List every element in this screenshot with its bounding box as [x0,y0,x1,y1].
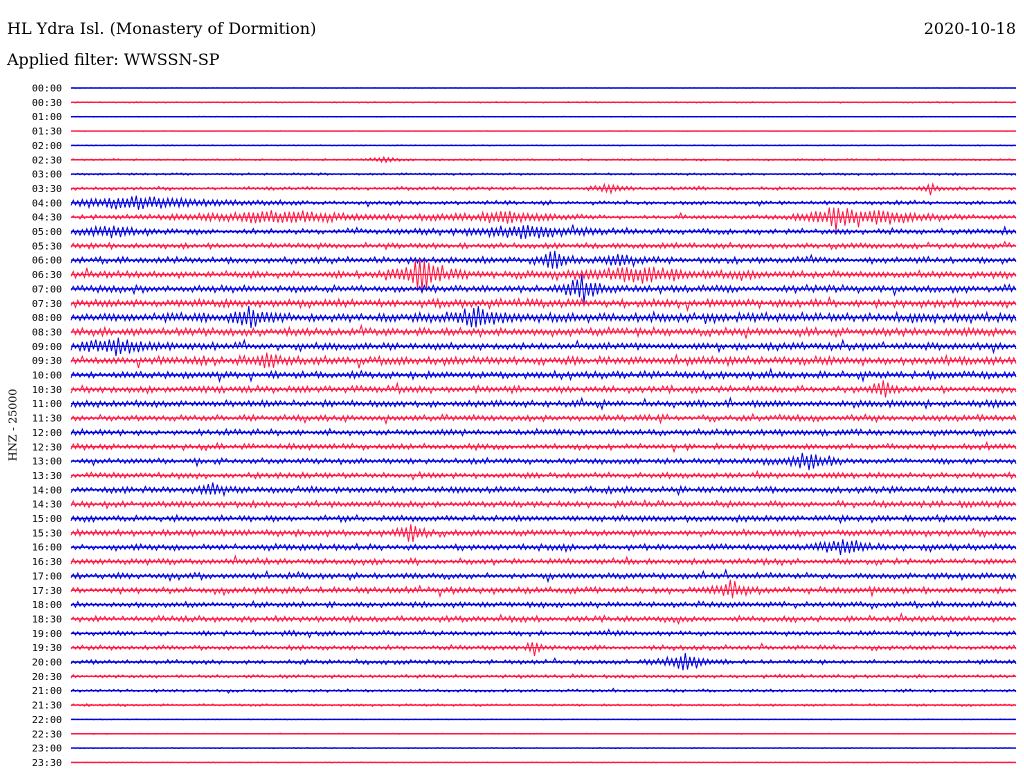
trace-line [70,554,1017,567]
trace-line [70,427,1017,438]
time-label: 11:30 [32,414,62,425]
time-label: 05:00 [32,227,62,238]
station-title: HL Ydra Isl. (Monastery of Dormition) [7,19,317,38]
time-label: 10:00 [32,371,62,382]
trace-line [70,305,1017,329]
time-label: 10:30 [32,385,62,396]
time-label: 01:30 [32,127,62,138]
trace-line [70,498,1017,510]
trace-line [70,568,1017,584]
trace-line [70,274,1017,303]
trace-line [70,440,1017,454]
time-label: 00:30 [32,98,62,109]
trace-line [70,380,1017,398]
time-label: 13:00 [32,457,62,468]
trace-line [70,641,1017,657]
trace-line [70,579,1017,599]
trace-line [70,611,1017,626]
time-label: 19:00 [32,629,62,640]
time-label: 02:00 [32,141,62,152]
time-label: 06:00 [32,256,62,267]
time-label: 04:00 [32,198,62,209]
time-label: 16:30 [32,557,62,568]
trace-line [70,524,1017,543]
trace-line [70,323,1017,339]
time-label: 05:30 [32,241,62,252]
trace-line [70,367,1017,384]
time-label: 00:00 [32,84,62,95]
time-label: 18:30 [32,614,62,625]
time-label: 20:00 [32,658,62,669]
time-label: 07:00 [32,284,62,295]
time-label: 09:30 [32,356,62,367]
time-label: 20:30 [32,672,62,683]
trace-line [70,652,1017,671]
trace-line [70,513,1017,525]
time-label: 21:00 [32,686,62,697]
trace-line [70,412,1017,426]
time-label: 22:00 [32,715,62,726]
filter-label: Applied filter: WWSSN-SP [7,50,220,69]
time-label: 08:30 [32,327,62,338]
time-label: 17:00 [32,571,62,582]
plot-date: 2020-10-18 [923,19,1016,38]
time-label: 19:30 [32,643,62,654]
time-label: 15:00 [32,514,62,525]
seismic-traces [70,87,1017,764]
time-label: 11:00 [32,399,62,410]
time-labels: 00:00 00:30 01:00 01:30 02:00 02:30 03:00 03:30… [32,84,62,769]
time-label: 22:30 [32,729,62,740]
time-label: 01:00 [32,112,62,123]
time-label: 23:30 [32,758,62,769]
time-label: 04:30 [32,213,62,224]
time-label: 23:00 [32,744,62,755]
time-label: 02:30 [32,155,62,166]
trace-line [70,469,1017,481]
time-label: 09:00 [32,342,62,353]
trace-line [70,207,1017,232]
trace-line [70,259,1017,291]
time-label: 03:30 [32,184,62,195]
trace-line [70,295,1017,313]
time-label: 06:30 [32,270,62,281]
time-label: 08:00 [32,313,62,324]
time-label: 17:30 [32,586,62,597]
trace-line [70,396,1017,411]
time-label: 16:00 [32,543,62,554]
time-label: 12:30 [32,442,62,453]
trace-line [70,240,1017,251]
trace-line [70,224,1017,240]
time-label: 15:30 [32,528,62,539]
trace-line [70,352,1017,369]
trace-line [70,482,1017,498]
trace-line [70,337,1017,357]
time-label: 18:00 [32,600,62,611]
time-label: 03:00 [32,170,62,181]
time-label: 13:30 [32,471,62,482]
time-label: 14:00 [32,485,62,496]
trace-line [70,452,1017,471]
time-label: 21:30 [32,701,62,712]
trace-line [70,182,1017,196]
trace-line [70,539,1017,555]
time-label: 14:30 [32,500,62,511]
time-label: 07:30 [32,299,62,310]
trace-line [70,599,1017,611]
trace-line [70,250,1017,269]
time-label: 12:00 [32,428,62,439]
